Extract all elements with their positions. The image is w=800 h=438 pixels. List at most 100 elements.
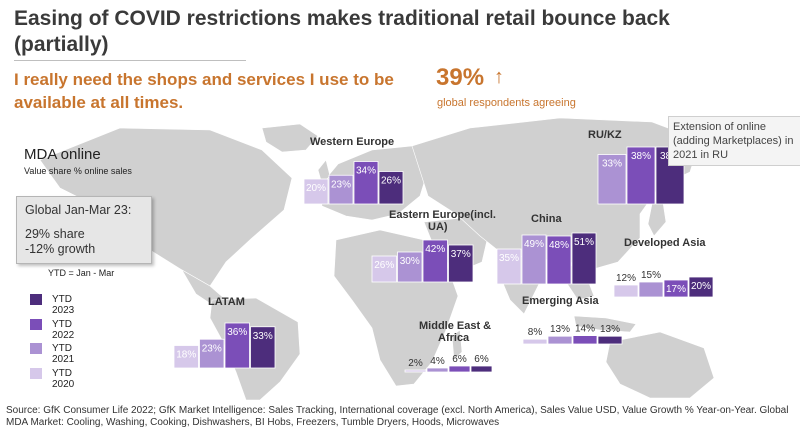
bar <box>250 326 276 369</box>
bar <box>404 369 427 373</box>
bar <box>571 232 597 285</box>
legend-label: YTD 2021 <box>52 343 75 365</box>
region-bar-group: LATAM 18% 23% 36% 33% <box>173 296 276 369</box>
bar-value-label: 2% <box>408 358 423 369</box>
bar-value-label: 36% <box>227 327 247 338</box>
bar-value-label: 33% <box>602 159 622 170</box>
legend-swatch <box>30 367 42 379</box>
bar <box>597 154 627 205</box>
bar-value-label: 42% <box>425 244 445 255</box>
stat-percentage: 39% <box>436 64 485 91</box>
bar-value-label: 51% <box>574 237 594 248</box>
legend-label: YTD 2020 <box>52 367 75 390</box>
bar <box>426 367 449 373</box>
map-madagascar <box>451 329 463 361</box>
bar <box>199 338 225 369</box>
bar-value-label: 23% <box>331 179 351 190</box>
bar-value-label: 4% <box>430 356 445 367</box>
region-title: Africa <box>438 332 470 344</box>
bar-value-label: 17% <box>666 284 686 295</box>
legend-swatch <box>30 343 42 354</box>
bar <box>546 235 572 285</box>
legend-label: YTD 2022 <box>52 318 75 341</box>
bar-value-label: 26% <box>381 176 401 187</box>
bar <box>173 345 199 369</box>
region-bar-group: Middle East &Africa 2% 4% 6% 6% <box>404 320 493 373</box>
bar-value-label: 49% <box>524 239 544 250</box>
bar-value-label: 34% <box>356 166 376 177</box>
bar <box>522 338 548 345</box>
global-summary-share: 29% share <box>25 227 85 241</box>
bar-value-label: 30% <box>400 256 420 267</box>
bar <box>328 174 354 205</box>
region-title: China <box>531 213 562 225</box>
region-title: Eastern Europe(incl. <box>389 209 496 221</box>
legend-swatch <box>30 318 42 330</box>
bar <box>224 322 250 369</box>
bar <box>371 255 397 283</box>
bar <box>470 365 493 373</box>
title-divider <box>14 60 246 61</box>
region-bar-group: Developed Asia 12% 15% 17% 20% <box>613 237 714 298</box>
bar-value-label: 8% <box>528 327 543 338</box>
bar-value-label: 14% <box>575 324 595 335</box>
bar-value-label: 20% <box>306 183 326 194</box>
survey-quote: I really need the shops and services I u… <box>14 70 394 112</box>
bar-value-label: 15% <box>641 270 661 281</box>
bar <box>521 234 547 285</box>
bar-value-label: 6% <box>452 354 467 365</box>
bar <box>597 335 623 345</box>
region-title: Emerging Asia <box>522 295 599 307</box>
bar-value-label: 37% <box>451 249 471 260</box>
bar-value-label: 35% <box>499 253 519 264</box>
bar <box>448 365 471 373</box>
region-bar-group: Emerging Asia 8% 13% 14% 13% <box>522 295 623 345</box>
legend-label: YTD 2023 <box>52 294 75 316</box>
map-greenland <box>261 123 319 153</box>
region-bar-group: Eastern Europe(incl.UA) 26% 30% 42% 37% <box>371 209 496 283</box>
global-summary-growth: -12% growth <box>25 242 96 256</box>
bar-value-label: 12% <box>616 273 636 284</box>
bar-value-label: 20% <box>691 281 711 292</box>
bar <box>663 279 689 298</box>
bar-value-label: 33% <box>253 331 273 342</box>
region-title: UA) <box>428 221 448 233</box>
legend-swatch <box>30 294 42 305</box>
stat-note: global respondents agreeing <box>437 97 576 109</box>
bar <box>626 146 656 205</box>
map-australia <box>605 331 715 399</box>
bar-value-label: 38% <box>631 151 651 162</box>
region-title: LATAM <box>208 296 245 308</box>
bar <box>638 281 664 298</box>
bar-value-label: 13% <box>600 324 620 335</box>
bar <box>688 276 714 298</box>
ru-callout-note: Extension of online (adding Marketplaces… <box>668 116 800 166</box>
bar <box>422 239 448 283</box>
region-title: Developed Asia <box>624 237 706 249</box>
bar-value-label: 13% <box>550 324 570 335</box>
map-indonesia <box>573 315 637 333</box>
bar-value-label: 26% <box>374 260 394 271</box>
region-bar-group: China 35% 49% 48% 51% <box>496 213 597 285</box>
ytd-definition: YTD = Jan - Mar <box>48 268 115 278</box>
bar <box>572 335 598 345</box>
bar <box>397 251 423 283</box>
region-bar-group: Western Europe 20% 23% 34% 26% <box>303 136 404 205</box>
bar-groups: Western Europe20%23%34%26%RU/KZ33%38%38%… <box>173 129 714 373</box>
bar <box>353 161 379 205</box>
bar <box>303 178 329 205</box>
page-title: Easing of COVID restrictions makes tradi… <box>14 7 670 56</box>
bar <box>547 335 573 345</box>
mda-title: MDA online <box>24 146 101 163</box>
region-title: Middle East & <box>419 320 491 332</box>
bar <box>613 284 639 298</box>
arrow-up-icon: ↑ <box>494 66 504 88</box>
bar-value-label: 48% <box>549 240 569 251</box>
region-title: RU/KZ <box>588 129 622 141</box>
mda-subtitle: Value share % online sales <box>24 166 132 176</box>
bar-value-label: 6% <box>474 354 489 365</box>
source-note: Source: GfK Consumer Life 2022; GfK Mark… <box>6 405 789 428</box>
bar-value-label: 18% <box>176 350 196 361</box>
bar <box>496 248 522 285</box>
